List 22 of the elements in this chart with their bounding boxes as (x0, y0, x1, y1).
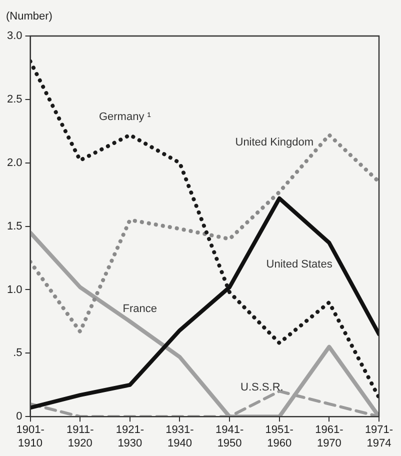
y-axis-title: (Number) (6, 10, 52, 23)
series-label: France (122, 302, 158, 315)
y-tick-label: 0 (16, 410, 22, 423)
series-label: U.S.S.R. (240, 381, 284, 394)
line-series (30, 132, 379, 334)
x-tick-label: 1931-1940 (166, 424, 194, 450)
series-label: Germany ¹ (98, 111, 152, 124)
x-tick-label: 1971-1974 (364, 424, 394, 450)
x-tick-label: 1911-1920 (66, 424, 94, 450)
y-tick-label: 3.0 (6, 30, 22, 42)
x-tick-label: 1941-1950 (215, 424, 244, 450)
y-tick-label: .5 (13, 347, 22, 360)
series-label: United States (266, 258, 333, 270)
x-tick-label: 1921-1930 (116, 424, 144, 450)
x-tick-label: 1951-1960 (265, 424, 294, 450)
y-tick-label: 1.0 (6, 284, 22, 296)
y-tick-label: 2.0 (6, 156, 22, 169)
y-tick-label: 2.5 (6, 93, 22, 106)
x-tick-label: 1901-1910 (16, 424, 45, 450)
series-label: United Kingdom (235, 136, 314, 149)
y-tick-label: 1.5 (6, 220, 22, 232)
x-tick-label: 1961-1970 (315, 424, 344, 450)
